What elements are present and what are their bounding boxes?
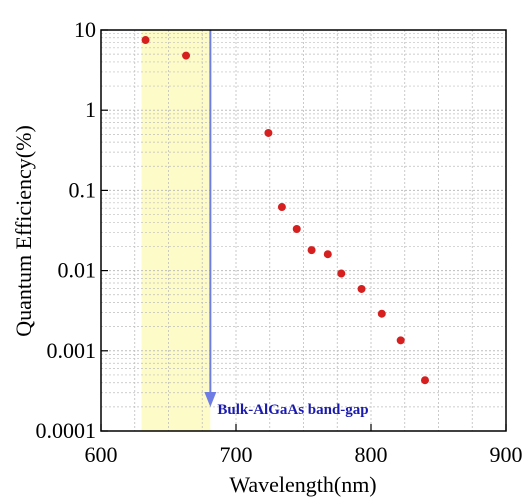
gridlines — [101, 30, 506, 431]
highlight-band — [141, 30, 211, 431]
data-point — [323, 250, 332, 259]
data-point — [396, 336, 405, 345]
x-tick-label: 900 — [490, 442, 523, 467]
plot-frame — [100, 29, 507, 432]
y-tick-labels: 0.0001 0.001 0.01 0.1 1 10 — [36, 17, 108, 443]
data-point — [277, 203, 286, 212]
data-point — [182, 51, 191, 60]
band-gap-arrowhead — [204, 392, 217, 407]
y-tick-label: 0.0001 — [36, 418, 97, 443]
x-axis-title: Wavelength(nm) — [229, 472, 376, 497]
data-point — [141, 36, 150, 45]
data-points — [141, 36, 429, 385]
x-tick-label: 700 — [220, 442, 253, 467]
y-tick-label: 10 — [74, 17, 96, 42]
data-point — [292, 225, 301, 234]
band-gap-label: Bulk-AlGaAs band-gap — [217, 402, 368, 418]
data-point — [307, 246, 316, 255]
data-point — [377, 309, 386, 318]
data-point — [421, 376, 429, 385]
y-tick-label: 1 — [85, 97, 96, 122]
x-tick-labels: 600 700 800 900 — [85, 424, 523, 467]
x-tick-label: 800 — [355, 442, 388, 467]
data-point — [264, 128, 273, 137]
data-point — [337, 269, 346, 278]
y-tick-label: 0.01 — [58, 258, 97, 283]
x-tick-label: 600 — [85, 442, 118, 467]
y-tick-label: 0.1 — [69, 177, 97, 202]
y-axis-title: Quantum Efficiency(%) — [11, 125, 36, 337]
y-tick-label: 0.001 — [47, 338, 97, 363]
data-point — [357, 284, 366, 293]
